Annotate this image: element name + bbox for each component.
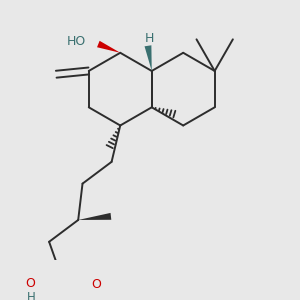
- Polygon shape: [78, 213, 111, 220]
- Text: HO: HO: [67, 35, 86, 48]
- Polygon shape: [97, 41, 120, 53]
- Text: H: H: [145, 32, 154, 45]
- Text: H: H: [27, 291, 35, 300]
- Polygon shape: [145, 45, 152, 71]
- Text: O: O: [92, 278, 101, 291]
- Text: O: O: [25, 278, 34, 290]
